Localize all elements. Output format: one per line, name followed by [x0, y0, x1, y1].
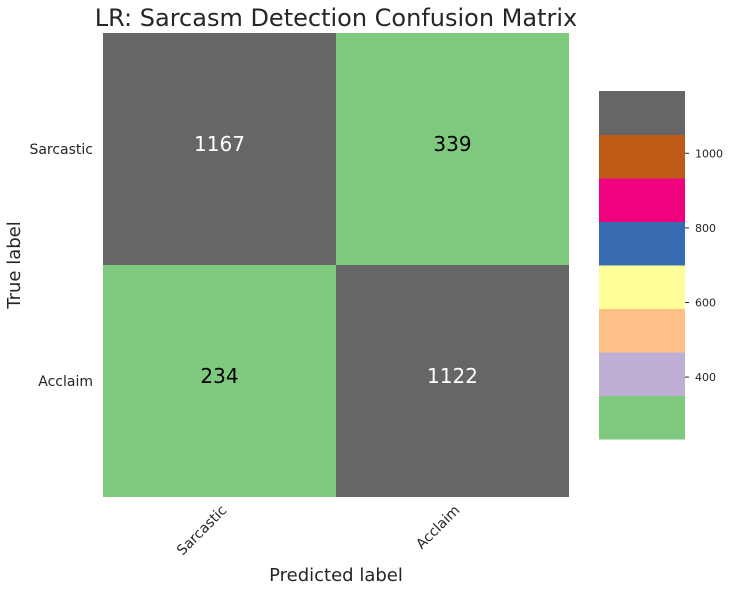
colorbar-band	[599, 352, 685, 396]
y-tick-labels: Sarcastic Acclaim	[29, 142, 93, 390]
cell-value-label: 234	[200, 364, 238, 388]
colorbar	[599, 91, 685, 440]
heatmap-cell	[103, 33, 336, 265]
heatmap-cell	[336, 265, 569, 497]
cell-value-label: 1122	[427, 364, 478, 388]
colorbar-band	[599, 221, 685, 266]
x-tick-label: Acclaim	[413, 503, 463, 553]
colorbar-ticks: 400 600 800 1000	[685, 147, 723, 384]
y-axis-label: True label	[4, 221, 25, 310]
colorbar-tick-label: 1000	[695, 147, 723, 160]
colorbar-band	[599, 395, 685, 440]
heatmap-cells	[103, 33, 569, 497]
cell-value-labels: 1167 339 234 1122	[194, 132, 478, 388]
heatmap-cell	[336, 33, 569, 265]
colorbar-band	[599, 308, 685, 353]
heatmap-cell	[103, 265, 336, 497]
chart-title: LR: Sarcasm Detection Confusion Matrix	[95, 4, 578, 32]
y-tick-label: Sarcastic	[29, 142, 93, 158]
colorbar-tick-label: 600	[695, 296, 716, 309]
cell-value-label: 339	[433, 132, 471, 156]
colorbar-band	[599, 134, 685, 179]
colorbar-tick-label: 800	[695, 222, 716, 235]
colorbar-band	[599, 178, 685, 222]
x-axis-label: Predicted label	[269, 565, 403, 586]
colorbar-band	[599, 265, 685, 309]
y-tick-label: Acclaim	[38, 374, 93, 390]
colorbar-band	[599, 91, 685, 135]
x-tick-labels: Sarcastic Acclaim	[174, 503, 463, 559]
colorbar-tick-label: 400	[695, 371, 716, 384]
cell-value-label: 1167	[194, 132, 245, 156]
x-tick-label: Sarcastic	[174, 503, 230, 559]
